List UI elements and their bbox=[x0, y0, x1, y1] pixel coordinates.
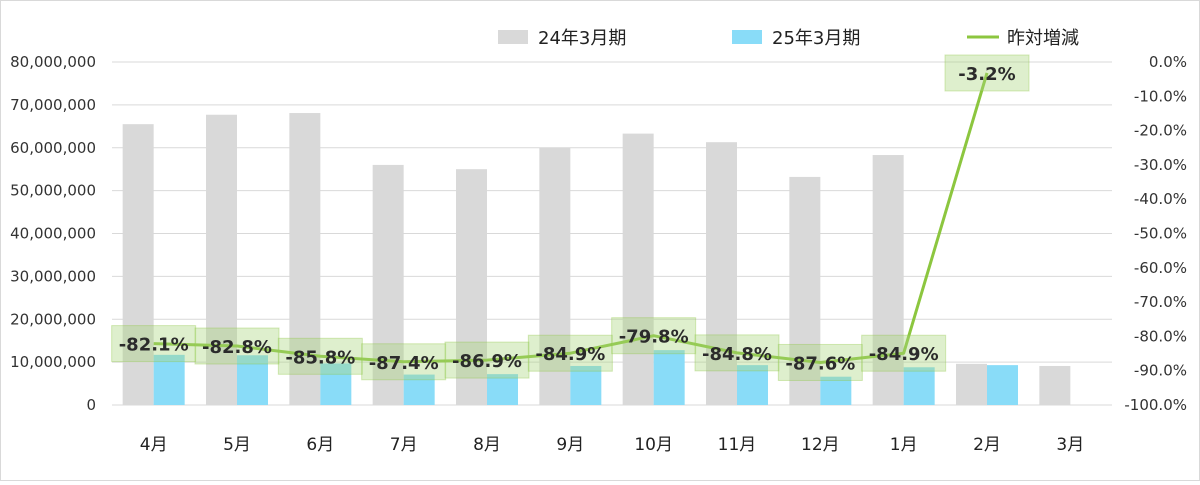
bar bbox=[820, 376, 852, 405]
data-label-box bbox=[277, 337, 363, 375]
bar bbox=[903, 367, 935, 405]
data-label-box bbox=[611, 317, 697, 355]
data-label: -82.8% bbox=[202, 337, 272, 358]
data-label: -3.2% bbox=[958, 64, 1015, 85]
legend-label: 24年3月期 bbox=[538, 28, 626, 49]
x-tick-label: 11月 bbox=[718, 435, 757, 455]
bar bbox=[487, 374, 518, 405]
bar bbox=[122, 124, 154, 405]
x-tick-label: 3月 bbox=[1056, 435, 1084, 455]
y-right-tick-label: -90.0% bbox=[1134, 362, 1187, 380]
data-label: -84.8% bbox=[702, 344, 772, 365]
bar bbox=[956, 363, 987, 405]
x-tick-label: 10月 bbox=[634, 435, 673, 455]
x-tick-label: 8月 bbox=[473, 435, 501, 455]
data-label-box bbox=[111, 325, 197, 363]
bars bbox=[122, 113, 1071, 406]
bar bbox=[372, 164, 404, 405]
legend: 24年3月期 25年3月期 昨対増減 bbox=[498, 28, 1079, 49]
bar bbox=[706, 142, 737, 405]
change-line bbox=[153, 72, 989, 364]
y-right-tick-label: -30.0% bbox=[1134, 156, 1187, 174]
legend-label: 25年3月期 bbox=[772, 28, 860, 49]
y-right-tick-label: -50.0% bbox=[1134, 225, 1187, 243]
bar bbox=[1039, 365, 1071, 405]
bar bbox=[622, 133, 654, 405]
bar bbox=[539, 147, 571, 405]
data-label-box bbox=[444, 341, 530, 379]
bar bbox=[570, 365, 602, 405]
data-label-box bbox=[777, 343, 863, 381]
bar bbox=[789, 176, 821, 405]
data-label: -87.6% bbox=[785, 353, 855, 374]
data-label-box bbox=[861, 334, 947, 372]
x-tick-label: 6月 bbox=[306, 435, 334, 455]
bar bbox=[206, 114, 237, 405]
legend-label: 昨対増減 bbox=[1007, 28, 1079, 49]
data-label: -87.4% bbox=[369, 353, 439, 374]
y-right-tick-label: -70.0% bbox=[1134, 293, 1187, 311]
bar bbox=[320, 363, 352, 405]
bar bbox=[987, 365, 1018, 405]
y-right-tick-label: -60.0% bbox=[1134, 259, 1187, 277]
data-label-box bbox=[694, 334, 780, 372]
data-label-box bbox=[944, 54, 1030, 92]
data-labels: -82.1% -82.8% -85.8% -87.4% -86.9% -84.9% -79.… bbox=[111, 54, 1030, 381]
data-label: -84.9% bbox=[869, 344, 939, 365]
gridlines bbox=[112, 61, 1112, 406]
bar bbox=[872, 155, 904, 405]
y-left-tick-label: 0 bbox=[86, 396, 96, 414]
x-tick-label: 4月 bbox=[140, 435, 168, 455]
bar bbox=[237, 355, 268, 405]
y-right-tick-label: -100.0% bbox=[1124, 396, 1187, 414]
y-left-tick-label: 50,000,000 bbox=[10, 182, 96, 200]
y-left-tick-label: 80,000,000 bbox=[10, 53, 96, 71]
data-label: -82.1% bbox=[119, 335, 189, 356]
x-tick-label: 5月 bbox=[223, 435, 251, 455]
bar bbox=[456, 169, 487, 405]
y-right-tick-label: -10.0% bbox=[1134, 87, 1187, 105]
y-right-tick-label: -80.0% bbox=[1134, 327, 1187, 345]
data-label-box bbox=[527, 334, 613, 372]
y-right-tick-label: 0.0% bbox=[1149, 53, 1187, 71]
y-left-tick-label: 20,000,000 bbox=[10, 310, 96, 328]
data-label-box bbox=[194, 327, 280, 365]
x-tick-label: 12月 bbox=[801, 435, 840, 455]
bar bbox=[653, 350, 685, 405]
y-left-tick-label: 70,000,000 bbox=[10, 96, 96, 114]
x-tick-label: 1月 bbox=[890, 435, 918, 455]
x-tick-label: 7月 bbox=[390, 435, 418, 455]
y-left-tick-label: 30,000,000 bbox=[10, 267, 96, 285]
bar bbox=[737, 365, 768, 405]
line-series bbox=[153, 72, 989, 364]
data-label-box bbox=[361, 343, 447, 381]
x-tick-label: 2月 bbox=[973, 435, 1001, 455]
data-label: -85.8% bbox=[285, 347, 355, 368]
bar bbox=[403, 374, 435, 405]
legend-swatch bbox=[732, 30, 762, 44]
bar bbox=[153, 354, 185, 405]
y-right-tick-label: -40.0% bbox=[1134, 190, 1187, 208]
x-tick-label: 9月 bbox=[556, 435, 584, 455]
axes: 0 10,000,000 20,000,000 30,000,000 40,000,00… bbox=[10, 53, 1187, 455]
y-left-tick-label: 60,000,000 bbox=[10, 139, 96, 157]
data-label: -86.9% bbox=[452, 351, 522, 372]
data-label: -84.9% bbox=[535, 344, 605, 365]
y-left-tick-label: 10,000,000 bbox=[10, 353, 96, 371]
data-label: -79.8% bbox=[619, 327, 689, 348]
legend-swatch bbox=[498, 30, 528, 44]
y-right-tick-label: -20.0% bbox=[1134, 122, 1187, 140]
y-left-tick-label: 40,000,000 bbox=[10, 225, 96, 243]
